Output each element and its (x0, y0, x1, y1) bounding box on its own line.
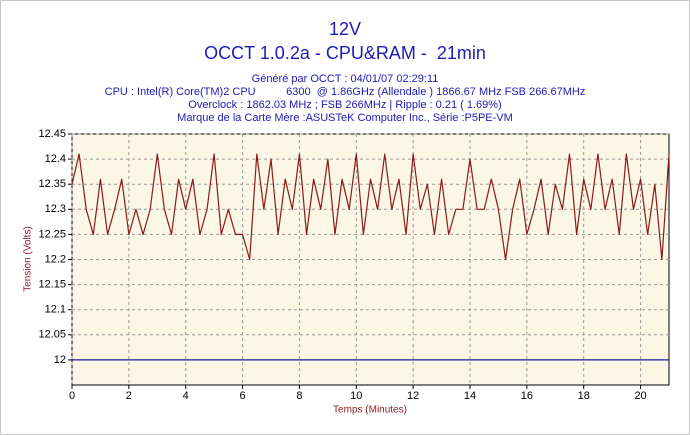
x-tick-label: 12 (407, 390, 419, 402)
y-tick-label: 12.35 (38, 178, 66, 190)
y-tick-label: 12.4 (45, 153, 66, 165)
plot-area (71, 133, 670, 386)
chart-title: 12V (329, 19, 361, 39)
y-tick-label: 12.25 (38, 228, 66, 240)
info-line: Généré par OCCT : 04/01/07 02:29:11 (252, 73, 439, 85)
x-tick-label: 4 (183, 390, 189, 402)
y-tick-label: 12.2 (45, 253, 66, 265)
y-tick-label: 12.45 (38, 128, 66, 140)
y-tick-label: 12 (54, 354, 66, 366)
y-tick-label: 12.3 (45, 203, 66, 215)
x-tick-label: 18 (578, 390, 590, 402)
y-tick-label: 12.1 (45, 304, 66, 316)
x-tick-label: 8 (296, 390, 302, 402)
y-tick-label: 12.15 (38, 279, 66, 291)
x-tick-label: 0 (69, 390, 75, 402)
info-line: Marque de la Carte Mère :ASUSTeK Compute… (177, 112, 513, 124)
x-tick-label: 10 (350, 390, 362, 402)
y-axis-label: Tension (Volts) (23, 226, 34, 292)
data-line (71, 153, 670, 261)
chart-subtitle: OCCT 1.0.2a - CPU&RAM - 21min (204, 43, 486, 63)
info-line: Overclock : 1862.03 MHz ; FSB 266MHz | R… (188, 99, 501, 111)
x-tick-label: 2 (126, 390, 132, 402)
x-tick-label: 20 (634, 390, 646, 402)
y-tick-label: 12.05 (38, 329, 66, 341)
x-tick-label: 14 (464, 390, 476, 402)
x-tick-label: 16 (521, 390, 533, 402)
x-tick-label: 6 (240, 390, 246, 402)
info-line: CPU : Intel(R) Core(TM)2 CPU 6300 @ 1.86… (105, 86, 586, 98)
x-axis-label: Temps (Minutes) (333, 405, 407, 416)
